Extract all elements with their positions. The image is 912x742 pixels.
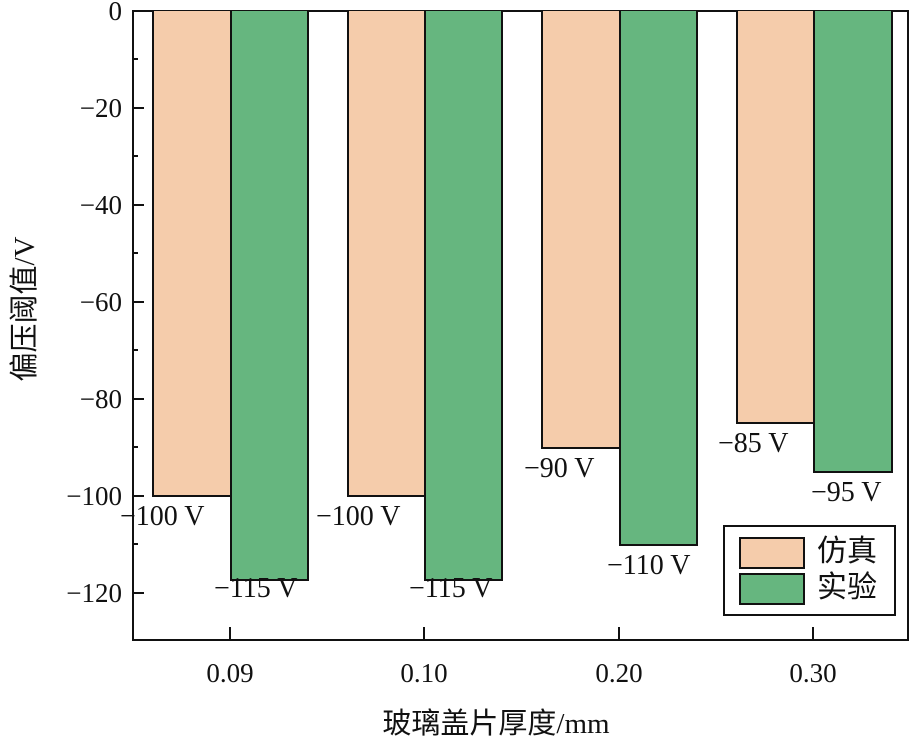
y-tick-label: −80 xyxy=(79,384,122,414)
y-tick-label: −60 xyxy=(79,287,122,317)
y-minor-tick xyxy=(132,446,138,448)
x-tick xyxy=(229,627,231,641)
value-label: −115 V xyxy=(214,573,298,604)
bar-simulation-0.10 xyxy=(347,11,426,497)
y-minor-tick xyxy=(132,349,138,351)
bar-experiment-0.10 xyxy=(424,11,503,581)
y-tick xyxy=(132,204,144,206)
y-minor-tick xyxy=(132,252,138,254)
bar-simulation-0.20 xyxy=(541,11,621,449)
value-label: −115 V xyxy=(409,573,493,604)
value-label: −85 V xyxy=(718,428,789,459)
bar-simulation-0.30 xyxy=(736,11,815,424)
bar-experiment-0.20 xyxy=(619,11,698,546)
y-axis-title: 偏压阈值/V xyxy=(9,236,41,382)
y-minor-tick xyxy=(132,155,138,157)
x-tick-label: 0.10 xyxy=(400,658,448,688)
x-tick xyxy=(812,627,814,641)
y-tick-label: −40 xyxy=(79,190,122,220)
value-label: −90 V xyxy=(524,453,595,484)
y-tick-label: −120 xyxy=(66,578,122,608)
plot-area xyxy=(132,11,909,641)
value-label: −110 V xyxy=(607,550,691,581)
legend-label-simulation: 仿真 xyxy=(817,535,877,568)
x-tick-label: 0.20 xyxy=(595,658,643,688)
x-axis-title: 玻璃盖片厚度/mm xyxy=(382,708,610,740)
y-tick xyxy=(132,301,144,303)
bar-simulation-0.09 xyxy=(152,11,232,497)
y-tick-label: 0 xyxy=(108,0,123,26)
legend-swatch-simulation xyxy=(739,537,805,569)
x-tick-label: 0.30 xyxy=(789,658,837,688)
y-minor-tick xyxy=(132,543,138,545)
legend-label-experiment: 实验 xyxy=(817,571,877,604)
y-tick xyxy=(132,398,144,400)
y-minor-tick xyxy=(132,58,138,60)
bar-experiment-0.30 xyxy=(813,11,893,473)
x-tick xyxy=(618,627,620,641)
y-tick xyxy=(132,107,144,109)
plot-top-border xyxy=(132,10,909,12)
y-tick xyxy=(132,495,144,497)
x-tick-label: 0.09 xyxy=(206,658,254,688)
value-label: −100 V xyxy=(120,501,205,532)
x-tick xyxy=(423,627,425,641)
y-tick-label: −100 xyxy=(66,481,122,511)
legend: 仿真 实验 xyxy=(723,525,896,616)
legend-swatch-experiment xyxy=(739,573,805,605)
bar-experiment-0.09 xyxy=(230,11,309,581)
y-tick-label: −20 xyxy=(79,93,122,123)
y-tick xyxy=(132,10,144,12)
y-tick xyxy=(132,592,144,594)
value-label: −100 V xyxy=(316,501,401,532)
value-label: −95 V xyxy=(811,477,882,508)
